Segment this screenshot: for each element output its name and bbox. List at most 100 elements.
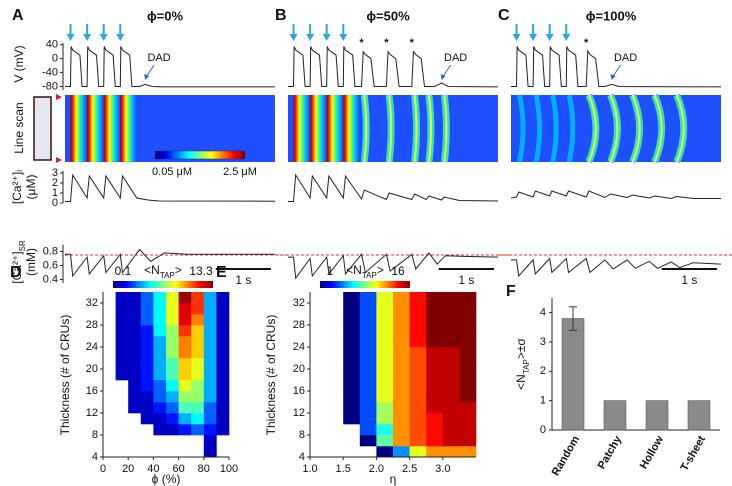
v-trace <box>511 46 722 88</box>
colorbar-title: <NTAP> <box>346 263 384 279</box>
annotation: DAD <box>614 52 637 64</box>
y-tick-label: 20 <box>293 363 305 375</box>
heat-cell <box>140 292 154 304</box>
heat-cell <box>426 380 444 392</box>
x-tick-label: 1.0 <box>302 463 317 475</box>
heat-cell <box>115 358 129 370</box>
line-scan-band <box>70 95 87 162</box>
y-tick-label: 2 <box>52 177 58 189</box>
heat-cell <box>216 347 230 359</box>
heat-cell <box>459 391 477 403</box>
line-scan-label: Line scan <box>12 102 26 153</box>
heat-cell <box>426 336 444 348</box>
sr-axis-label-part: [Ca²⁺] <box>10 251 24 283</box>
heat-cell <box>191 325 205 337</box>
panel-letter: C <box>498 7 510 24</box>
y-tick-label: -80 <box>42 80 58 92</box>
heat-cell <box>216 303 230 315</box>
scale-bar-label: 1 s <box>235 273 251 287</box>
heat-cell <box>459 347 477 359</box>
asterisk: * <box>584 37 589 49</box>
heat-cell <box>393 402 410 414</box>
colorbar-title: <NTAP> <box>144 263 182 279</box>
y-tick-label: 4 <box>92 451 98 463</box>
heat-cell <box>426 391 444 403</box>
heat-cell <box>359 358 377 370</box>
heat-cell <box>166 347 179 359</box>
heat-cell <box>426 303 444 315</box>
heat-cell <box>409 303 427 315</box>
scan-marker <box>56 94 62 100</box>
heat-cell <box>442 292 460 304</box>
y-tick-label: 0.4 <box>43 273 58 285</box>
stimulus-arrowhead <box>116 34 125 41</box>
y-tick-label: 24 <box>293 341 305 353</box>
heat-cell <box>343 369 361 381</box>
y-axis-label: Thickness (# of CRUs) <box>264 315 278 436</box>
heat-cell <box>459 292 477 304</box>
stimulus-arrowhead <box>306 34 315 41</box>
y-tick-label: 1 <box>540 395 546 407</box>
heat-cell <box>409 325 427 337</box>
x-tick-label: 2.0 <box>369 463 384 475</box>
heat-cell <box>140 314 154 326</box>
heat-cell <box>191 369 205 381</box>
heat-cell <box>343 347 361 359</box>
heat-cell <box>343 292 361 304</box>
heat-cell <box>191 380 205 392</box>
stimulus-arrowhead <box>66 34 75 41</box>
stimulus-arrowhead <box>529 34 538 41</box>
y-tick-label: 4 <box>299 451 305 463</box>
heat-cell <box>216 358 230 370</box>
v-axis-label: V (mV) <box>12 45 26 82</box>
heat-cell <box>343 413 361 425</box>
heat-cell <box>442 391 460 403</box>
y-axis-label-part: TAP <box>522 359 531 374</box>
heat-cell <box>393 358 410 370</box>
heat-cell <box>376 402 394 414</box>
line-scan-colorbar <box>154 150 246 160</box>
heat-cell <box>178 402 192 414</box>
heat-cell <box>166 303 179 315</box>
heat-cell <box>203 380 217 392</box>
heat-cell <box>178 303 192 315</box>
heat-cell <box>409 292 427 304</box>
y-axis-label-part: <N <box>514 374 528 390</box>
heat-cell <box>216 369 230 381</box>
heat-cell <box>393 391 410 403</box>
annotation-arrowhead <box>144 74 150 80</box>
heat-cell <box>203 314 217 326</box>
y-tick-label: 8 <box>92 429 98 441</box>
heat-cell <box>166 402 179 414</box>
heat-cell <box>359 413 377 425</box>
heat-cell <box>459 325 477 337</box>
y-tick-label: 8 <box>299 429 305 441</box>
y-tick-label: 12 <box>293 407 305 419</box>
x-axis-label: η <box>390 472 397 486</box>
heat-cell <box>359 369 377 381</box>
line-scan-cell <box>33 96 52 161</box>
stimulus-arrowhead <box>512 34 521 41</box>
heat-cell <box>343 380 361 392</box>
line-scan-band <box>343 95 360 162</box>
heat-cell <box>153 402 167 414</box>
line-scan-wave-core <box>675 94 685 163</box>
sr-axis-label-part: SR <box>18 240 27 251</box>
heat-cell <box>153 358 167 370</box>
line-scan-band <box>533 94 543 163</box>
heat-cell <box>409 347 427 359</box>
heat-cell <box>153 391 167 403</box>
heat-cell <box>153 314 167 326</box>
heat-cell <box>115 325 129 337</box>
heat-cell <box>359 424 377 436</box>
x-tick-label: 0 <box>100 463 106 475</box>
heat-cell <box>153 413 167 425</box>
colorbar-title-part: > <box>377 263 384 277</box>
heat-cell <box>376 380 394 392</box>
panel-title: ϕ=100% <box>586 8 637 23</box>
heat-cell <box>128 347 142 359</box>
heat-cell <box>128 380 142 392</box>
heat-cell <box>166 391 179 403</box>
heat-cell <box>459 303 477 315</box>
y-tick-label: 4 <box>540 307 546 319</box>
